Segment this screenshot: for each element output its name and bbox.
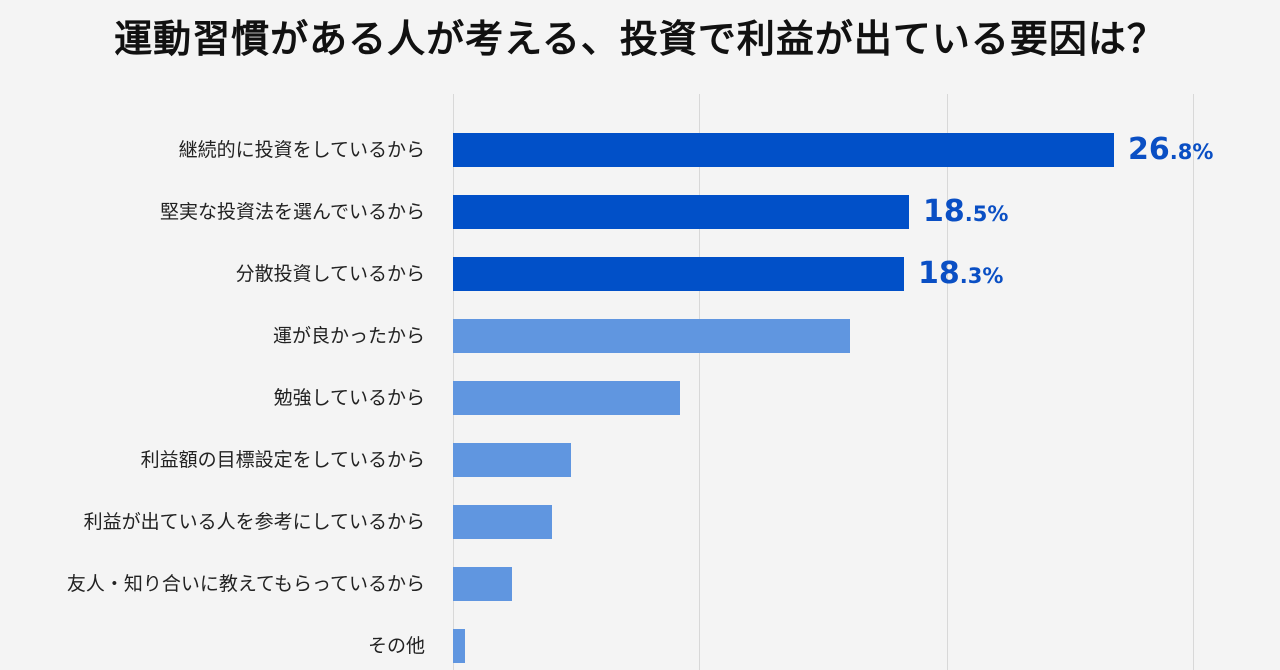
category-label: 堅実な投資法を選んでいるから: [159, 201, 425, 223]
bar-row: 利益額の目標設定をしているから: [0, 443, 1280, 477]
category-label: 勉強しているから: [273, 387, 425, 409]
value-decimal: .8%: [1169, 140, 1214, 164]
bar-row: 分散投資しているから 18.3%: [0, 257, 1280, 291]
chart-title: 運動習慣がある人が考える、投資で利益が出ている要因は？: [114, 17, 1166, 61]
bar: [453, 567, 512, 601]
bar: [453, 629, 465, 663]
category-label: その他: [367, 635, 425, 657]
category-label: 友人・知り合いに教えてもらっているから: [66, 573, 425, 595]
category-label: 分散投資しているから: [235, 263, 425, 285]
value-integer: 18: [923, 194, 965, 229]
value-label: 26.8%: [1128, 133, 1213, 167]
value-decimal: .5%: [964, 202, 1009, 226]
bar: [453, 505, 552, 539]
category-label: 継続的に投資をしているから: [178, 139, 425, 161]
bar-row: 運が良かったから: [0, 319, 1280, 353]
bar: [453, 257, 904, 291]
bar-row: 利益が出ている人を参考にしているから: [0, 505, 1280, 539]
gridline-20: [947, 94, 948, 670]
value-label: 18.5%: [923, 195, 1008, 229]
bar-row: 勉強しているから: [0, 381, 1280, 415]
bar-row: その他: [0, 629, 1280, 663]
category-label: 利益が出ている人を参考にしているから: [83, 511, 425, 533]
category-label: 運が良かったから: [272, 325, 425, 347]
value-decimal: .3%: [959, 264, 1004, 288]
bar-row: 堅実な投資法を選んでいるから 18.5%: [0, 195, 1280, 229]
value-label: 18.3%: [918, 257, 1003, 291]
gridline-30: [1193, 94, 1194, 670]
category-label: 利益額の目標設定をしているから: [140, 449, 425, 471]
bar-row: 継続的に投資をしているから 26.8%: [0, 133, 1280, 167]
gridline-10: [699, 94, 700, 670]
bar: [453, 133, 1114, 167]
bar: [453, 381, 680, 415]
value-integer: 26: [1128, 132, 1170, 167]
bar: [453, 195, 909, 229]
bar-row: 友人・知り合いに教えてもらっているから: [0, 567, 1280, 601]
value-integer: 18: [918, 256, 960, 291]
bar: [453, 443, 571, 477]
bar: [453, 319, 850, 353]
